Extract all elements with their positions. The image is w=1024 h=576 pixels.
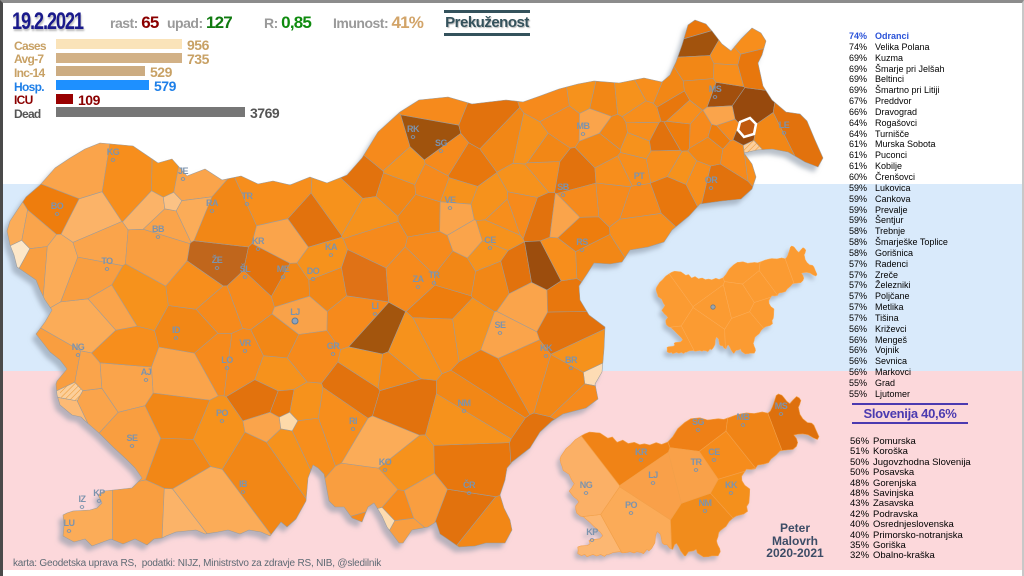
svg-text:SB: SB xyxy=(557,182,570,192)
svg-text:LO: LO xyxy=(221,355,233,365)
svg-text:DO: DO xyxy=(307,266,320,276)
svg-text:RI: RI xyxy=(349,416,357,426)
svg-text:MS: MS xyxy=(709,84,722,94)
svg-text:LE: LE xyxy=(779,120,790,130)
svg-text:VE: VE xyxy=(444,195,456,205)
svg-text:IZ: IZ xyxy=(79,494,87,504)
svg-text:LJ: LJ xyxy=(648,470,658,480)
svg-text:KK: KK xyxy=(540,343,553,353)
svg-text:NG: NG xyxy=(580,480,593,490)
svg-text:RA: RA xyxy=(206,198,219,208)
svg-text:LU: LU xyxy=(64,518,75,528)
svg-text:BR: BR xyxy=(565,355,578,365)
svg-text:KO: KO xyxy=(379,457,392,467)
svg-text:PO: PO xyxy=(625,500,638,510)
svg-text:BO: BO xyxy=(51,201,64,211)
svg-text:JE: JE xyxy=(178,166,189,176)
svg-text:KP: KP xyxy=(93,488,105,498)
svg-text:SE: SE xyxy=(126,433,138,443)
svg-text:KG: KG xyxy=(107,147,120,157)
svg-text:SG: SG xyxy=(692,417,705,427)
svg-text:MS: MS xyxy=(775,401,788,411)
svg-text:AJ: AJ xyxy=(141,367,152,377)
svg-text:NG: NG xyxy=(72,342,85,352)
svg-text:MB: MB xyxy=(737,412,751,422)
svg-text:ČR: ČR xyxy=(463,479,476,490)
svg-text:NM: NM xyxy=(699,498,712,508)
svg-text:TR: TR xyxy=(691,457,703,467)
svg-text:RK: RK xyxy=(407,124,420,134)
svg-text:TO: TO xyxy=(101,256,113,266)
svg-text:OR: OR xyxy=(705,175,719,185)
svg-text:IB: IB xyxy=(239,479,248,489)
svg-text:GR: GR xyxy=(327,341,341,351)
svg-text:SG: SG xyxy=(435,138,448,148)
svg-text:ME: ME xyxy=(277,264,290,274)
svg-text:ID: ID xyxy=(172,325,181,335)
svg-text:CE: CE xyxy=(484,235,496,245)
svg-text:KA: KA xyxy=(325,242,338,252)
svg-text:BB: BB xyxy=(152,224,165,234)
svg-text:NM: NM xyxy=(458,398,471,408)
svg-text:VR: VR xyxy=(239,338,252,348)
svg-text:TR: TR xyxy=(242,191,254,201)
svg-text:PO: PO xyxy=(216,408,229,418)
svg-text:LI: LI xyxy=(372,301,379,311)
svg-text:MB: MB xyxy=(577,121,591,131)
svg-text:SE: SE xyxy=(494,320,506,330)
svg-text:ZA: ZA xyxy=(413,274,425,284)
svg-text:KR: KR xyxy=(635,447,648,457)
svg-text:KR: KR xyxy=(252,236,265,246)
svg-text:LJ: LJ xyxy=(290,307,300,317)
svg-text:CE: CE xyxy=(708,447,720,457)
svg-text:KP: KP xyxy=(586,527,598,537)
svg-text:KK: KK xyxy=(725,480,738,490)
svg-text:ŠL: ŠL xyxy=(240,263,252,274)
svg-text:ŽE: ŽE xyxy=(212,254,223,265)
svg-text:TR: TR xyxy=(429,270,441,280)
svg-text:RS: RS xyxy=(576,237,588,247)
svg-text:PT: PT xyxy=(634,171,646,181)
